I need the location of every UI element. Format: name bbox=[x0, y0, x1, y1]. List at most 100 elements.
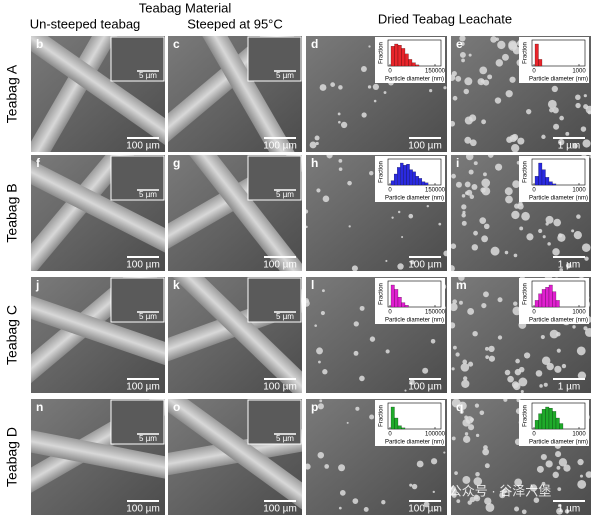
scale-label: 1 µm bbox=[558, 504, 580, 515]
scale-label: 100 µm bbox=[408, 382, 442, 393]
particle bbox=[576, 346, 586, 356]
particle bbox=[461, 213, 466, 218]
particle bbox=[475, 433, 480, 438]
particle bbox=[481, 302, 487, 309]
particle bbox=[480, 79, 484, 83]
histogram-bar bbox=[411, 62, 416, 67]
histogram-tick-label: 150000 bbox=[425, 188, 446, 194]
particle bbox=[501, 53, 509, 61]
particle bbox=[309, 141, 317, 149]
histogram-bar bbox=[541, 169, 546, 186]
particle bbox=[321, 289, 325, 293]
particle bbox=[464, 77, 473, 86]
fiber bbox=[168, 399, 302, 515]
particle bbox=[338, 85, 343, 90]
particle bbox=[451, 302, 458, 312]
particle bbox=[363, 506, 369, 512]
histogram-bar bbox=[545, 177, 550, 186]
row-label: Teabag B bbox=[4, 183, 20, 242]
particle bbox=[464, 432, 469, 436]
particle bbox=[488, 345, 495, 352]
histogram-axes bbox=[387, 402, 442, 430]
particle bbox=[577, 458, 584, 466]
particle bbox=[583, 94, 587, 98]
particle bbox=[535, 370, 543, 377]
particle bbox=[565, 262, 572, 269]
particle bbox=[474, 403, 480, 408]
particle bbox=[462, 210, 466, 214]
particle bbox=[580, 126, 587, 132]
scale-label: 100 µm bbox=[263, 260, 297, 271]
particle bbox=[558, 138, 565, 146]
particle bbox=[469, 194, 475, 200]
particle bbox=[464, 116, 473, 125]
particle bbox=[397, 263, 404, 270]
particle bbox=[319, 84, 327, 91]
particle bbox=[324, 464, 330, 469]
particle bbox=[565, 131, 570, 136]
particle bbox=[572, 325, 576, 329]
histogram-tick-label: 0 bbox=[532, 188, 536, 194]
particle bbox=[559, 115, 564, 121]
particle bbox=[587, 110, 591, 115]
histogram-bar bbox=[538, 162, 543, 186]
particle bbox=[487, 74, 493, 80]
particle bbox=[495, 163, 503, 171]
particle bbox=[430, 338, 436, 344]
particle bbox=[306, 209, 309, 214]
particle bbox=[557, 487, 562, 492]
particle bbox=[533, 497, 540, 503]
particle bbox=[483, 291, 489, 298]
particle bbox=[481, 186, 491, 196]
particle bbox=[547, 242, 551, 246]
panel-letter: g bbox=[173, 156, 180, 170]
particle bbox=[452, 299, 458, 304]
fiber bbox=[168, 277, 302, 393]
particle bbox=[322, 369, 328, 375]
histogram-axes bbox=[531, 158, 586, 186]
fiber bbox=[31, 36, 136, 152]
histogram-y-label: Fraction bbox=[379, 42, 385, 64]
panel-letter: e bbox=[456, 37, 463, 51]
particle bbox=[583, 104, 589, 110]
histogram-bar bbox=[538, 59, 543, 67]
particle bbox=[460, 363, 470, 372]
particle bbox=[455, 181, 462, 188]
histogram-bar bbox=[548, 284, 553, 308]
particle bbox=[467, 308, 475, 315]
particle bbox=[438, 222, 442, 226]
particle bbox=[464, 136, 472, 144]
scale-label: 100 µm bbox=[263, 382, 297, 393]
histogram-bar bbox=[401, 427, 406, 430]
particle bbox=[485, 346, 489, 351]
particle bbox=[320, 310, 325, 316]
particle bbox=[505, 195, 513, 204]
particle bbox=[352, 498, 359, 504]
particle bbox=[546, 362, 554, 371]
particle bbox=[385, 259, 388, 263]
particle bbox=[481, 178, 491, 188]
particle bbox=[474, 495, 481, 502]
watermark: 公众号 · 谷泽六堡 bbox=[449, 483, 552, 498]
particle bbox=[572, 143, 578, 149]
particle bbox=[517, 137, 525, 145]
particle bbox=[463, 88, 470, 95]
particle bbox=[515, 358, 520, 364]
particle bbox=[523, 352, 531, 359]
scale-label: 100 µm bbox=[263, 141, 297, 152]
particle bbox=[306, 463, 311, 470]
particle bbox=[505, 90, 513, 98]
particle bbox=[536, 465, 544, 473]
histogram-y-label: Fraction bbox=[379, 405, 385, 427]
particle bbox=[318, 360, 321, 364]
histogram-y-label: Fraction bbox=[523, 42, 529, 64]
scale-label: 100 µm bbox=[408, 141, 442, 152]
histogram-x-label: Particle diameter (nm) bbox=[385, 318, 444, 324]
histogram-tick-label: 0 bbox=[532, 432, 536, 438]
inset-scale-label: 5 µm bbox=[276, 71, 294, 80]
histogram-bar bbox=[394, 289, 399, 308]
particle bbox=[316, 347, 323, 355]
particle bbox=[314, 324, 317, 327]
particle bbox=[468, 424, 475, 431]
histogram-bar bbox=[534, 420, 539, 430]
